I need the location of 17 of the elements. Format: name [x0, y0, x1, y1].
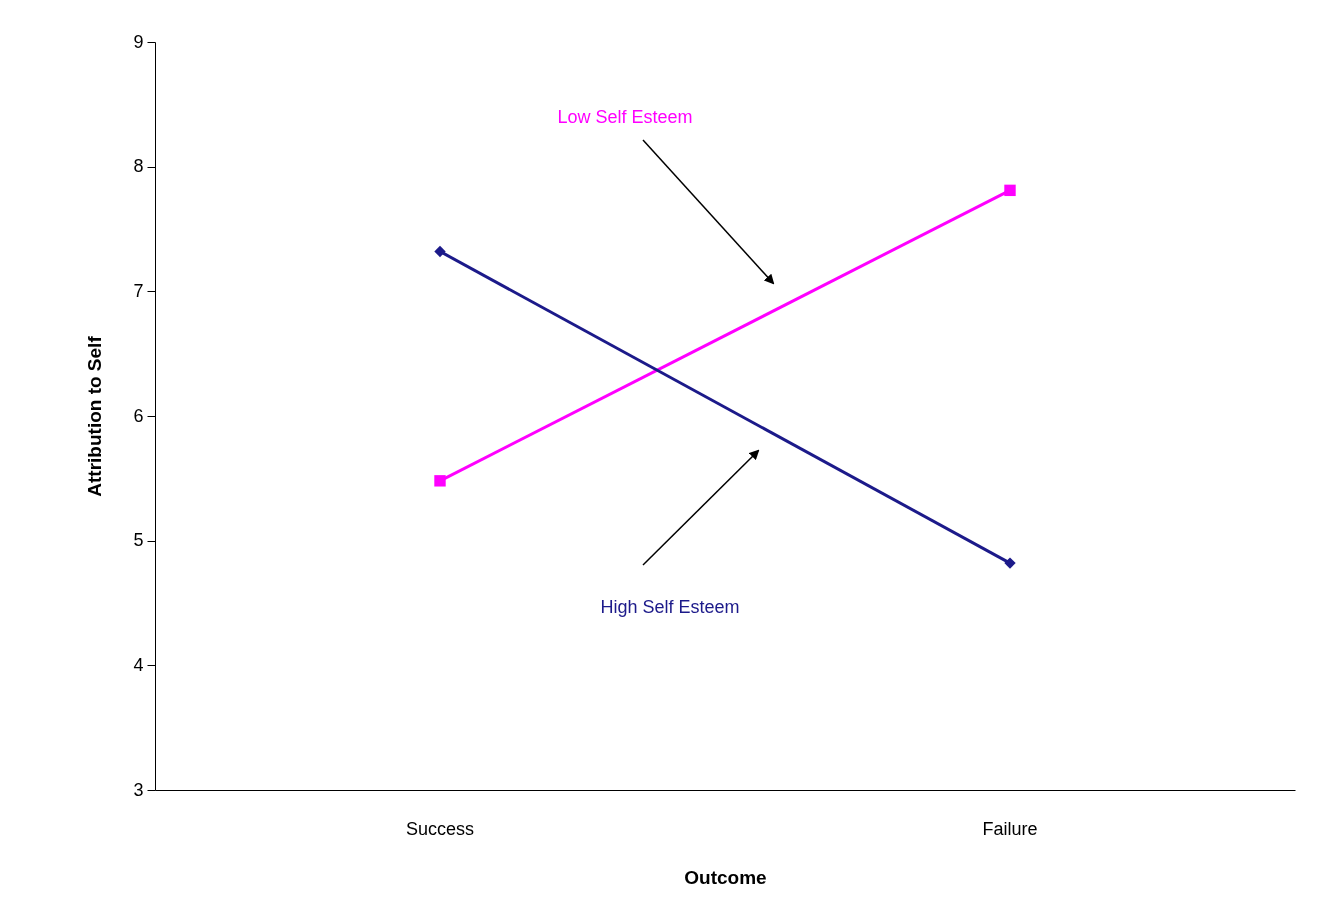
x-tick-label: Success [405, 818, 475, 839]
point [434, 245, 446, 258]
x-axis-title: Outcome [684, 866, 767, 888]
y-axis-title: Attribution to Self [84, 335, 106, 497]
y-tick-label: 5 [133, 530, 144, 551]
y-tick-label: 9 [133, 31, 144, 52]
y-tick-label: 3 [133, 779, 144, 800]
point [434, 475, 446, 487]
point [1004, 557, 1016, 569]
point [1004, 184, 1016, 197]
y-tick-label: 8 [133, 156, 144, 177]
y-tick-label: 7 [133, 280, 144, 301]
text: High Self Esteem [600, 597, 740, 617]
y-tick-label: 6 [133, 405, 144, 426]
y-tick-label: 4 [133, 654, 144, 675]
text: Low Self Esteem [557, 107, 693, 127]
x-tick-label: Failure [982, 818, 1038, 839]
